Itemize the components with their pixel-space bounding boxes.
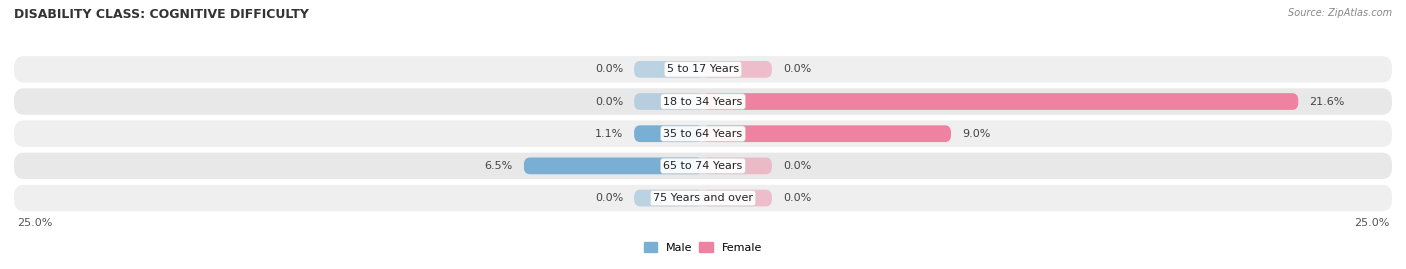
Text: 0.0%: 0.0%	[595, 193, 623, 203]
Text: 65 to 74 Years: 65 to 74 Years	[664, 161, 742, 171]
FancyBboxPatch shape	[703, 61, 772, 78]
Text: DISABILITY CLASS: COGNITIVE DIFFICULTY: DISABILITY CLASS: COGNITIVE DIFFICULTY	[14, 8, 309, 21]
FancyBboxPatch shape	[524, 158, 703, 174]
Text: 21.6%: 21.6%	[1309, 97, 1344, 107]
FancyBboxPatch shape	[634, 93, 703, 110]
FancyBboxPatch shape	[14, 185, 1392, 211]
Text: 0.0%: 0.0%	[783, 161, 811, 171]
Text: 0.0%: 0.0%	[783, 193, 811, 203]
Legend: Male, Female: Male, Female	[644, 242, 762, 253]
FancyBboxPatch shape	[634, 125, 703, 142]
FancyBboxPatch shape	[634, 61, 703, 78]
Text: 18 to 34 Years: 18 to 34 Years	[664, 97, 742, 107]
Text: 35 to 64 Years: 35 to 64 Years	[664, 129, 742, 139]
Text: 9.0%: 9.0%	[962, 129, 990, 139]
Text: 0.0%: 0.0%	[595, 64, 623, 74]
Text: 25.0%: 25.0%	[17, 218, 52, 228]
FancyBboxPatch shape	[634, 190, 703, 206]
FancyBboxPatch shape	[14, 121, 1392, 147]
Text: 25.0%: 25.0%	[1354, 218, 1389, 228]
FancyBboxPatch shape	[14, 88, 1392, 115]
Text: Source: ZipAtlas.com: Source: ZipAtlas.com	[1288, 8, 1392, 18]
Text: 5 to 17 Years: 5 to 17 Years	[666, 64, 740, 74]
FancyBboxPatch shape	[14, 56, 1392, 83]
FancyBboxPatch shape	[14, 153, 1392, 179]
FancyBboxPatch shape	[703, 93, 1298, 110]
Text: 0.0%: 0.0%	[595, 97, 623, 107]
FancyBboxPatch shape	[703, 158, 772, 174]
Text: 1.1%: 1.1%	[595, 129, 623, 139]
FancyBboxPatch shape	[703, 190, 772, 206]
FancyBboxPatch shape	[703, 125, 950, 142]
Text: 6.5%: 6.5%	[485, 161, 513, 171]
Text: 0.0%: 0.0%	[783, 64, 811, 74]
Text: 75 Years and over: 75 Years and over	[652, 193, 754, 203]
